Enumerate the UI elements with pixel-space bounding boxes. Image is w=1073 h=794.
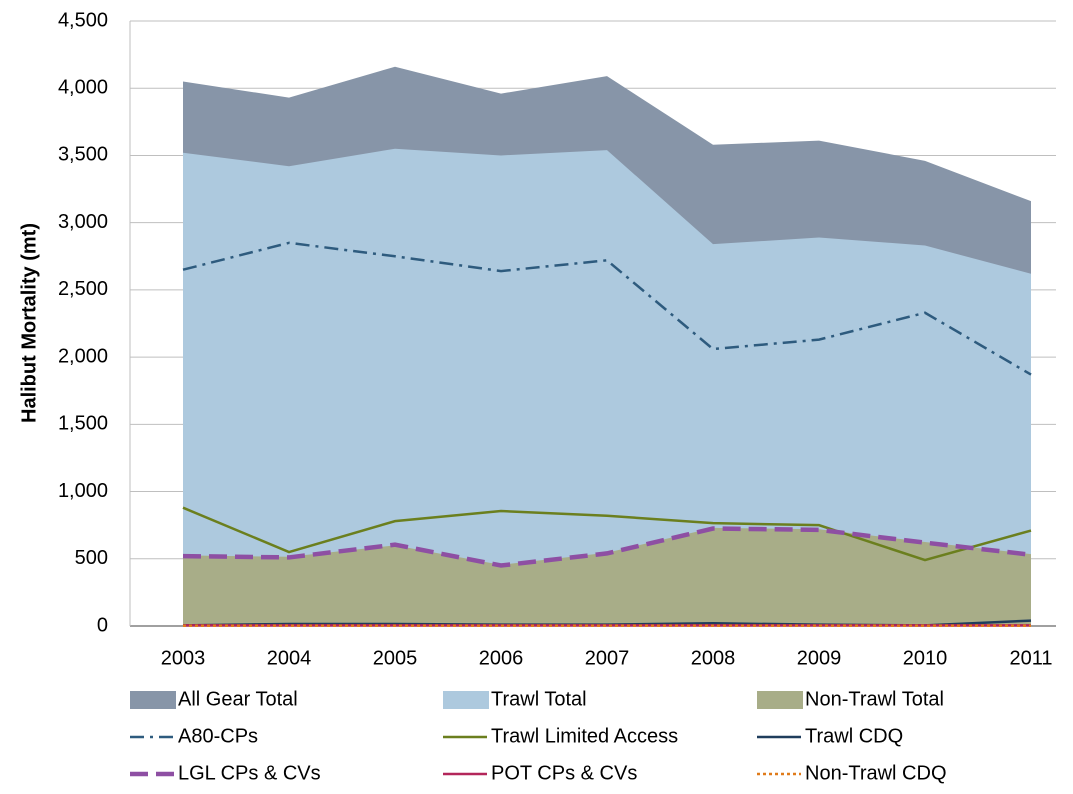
- x-tick-label: 2005: [373, 647, 418, 669]
- line: [182, 506, 1032, 562]
- x-tick-label: 2009: [797, 647, 842, 669]
- legend-label: POT CPs & CVs: [491, 762, 637, 784]
- y-tick-label: 0: [97, 614, 108, 636]
- legend-label: All Gear Total: [178, 688, 298, 710]
- legend-label: Trawl Total: [491, 688, 587, 710]
- y-tick-label: 1,000: [58, 480, 108, 502]
- y-tick-label: 4,500: [58, 9, 108, 31]
- y-tick-label: 1,500: [58, 413, 108, 435]
- legend-swatch: [443, 691, 489, 709]
- line: [182, 241, 1032, 376]
- y-tick-label: 3,500: [58, 144, 108, 166]
- area: [183, 148, 1031, 626]
- legend-swatch: [130, 691, 176, 709]
- legend-label: Trawl CDQ: [805, 725, 903, 747]
- legend-label: Non-Trawl Total: [805, 688, 944, 710]
- area: [183, 527, 1031, 626]
- y-tick-label: 3,000: [58, 211, 108, 233]
- y-tick-label: 2,500: [58, 278, 108, 300]
- line: [182, 526, 1032, 568]
- x-tick-label: 2003: [161, 647, 206, 669]
- y-tick-label: 500: [75, 547, 108, 569]
- legend-label: Trawl Limited Access: [491, 725, 678, 747]
- x-tick-label: 2006: [479, 647, 524, 669]
- x-tick-label: 2008: [691, 647, 736, 669]
- legend-label: Non-Trawl CDQ: [805, 762, 947, 784]
- x-tick-label: 2011: [1009, 647, 1052, 669]
- x-tick-label: 2004: [267, 647, 312, 669]
- legend-label: A80-CPs: [178, 725, 258, 747]
- legend-label: LGL CPs & CVs: [178, 762, 321, 784]
- y-tick-label: 2,000: [58, 345, 108, 367]
- y-tick-label: 4,000: [58, 77, 108, 99]
- x-tick-label: 2007: [585, 647, 630, 669]
- legend-swatch: [757, 691, 803, 709]
- x-tick-label: 2010: [903, 647, 948, 669]
- y-axis-label: Halibut Mortality (mt): [18, 223, 40, 423]
